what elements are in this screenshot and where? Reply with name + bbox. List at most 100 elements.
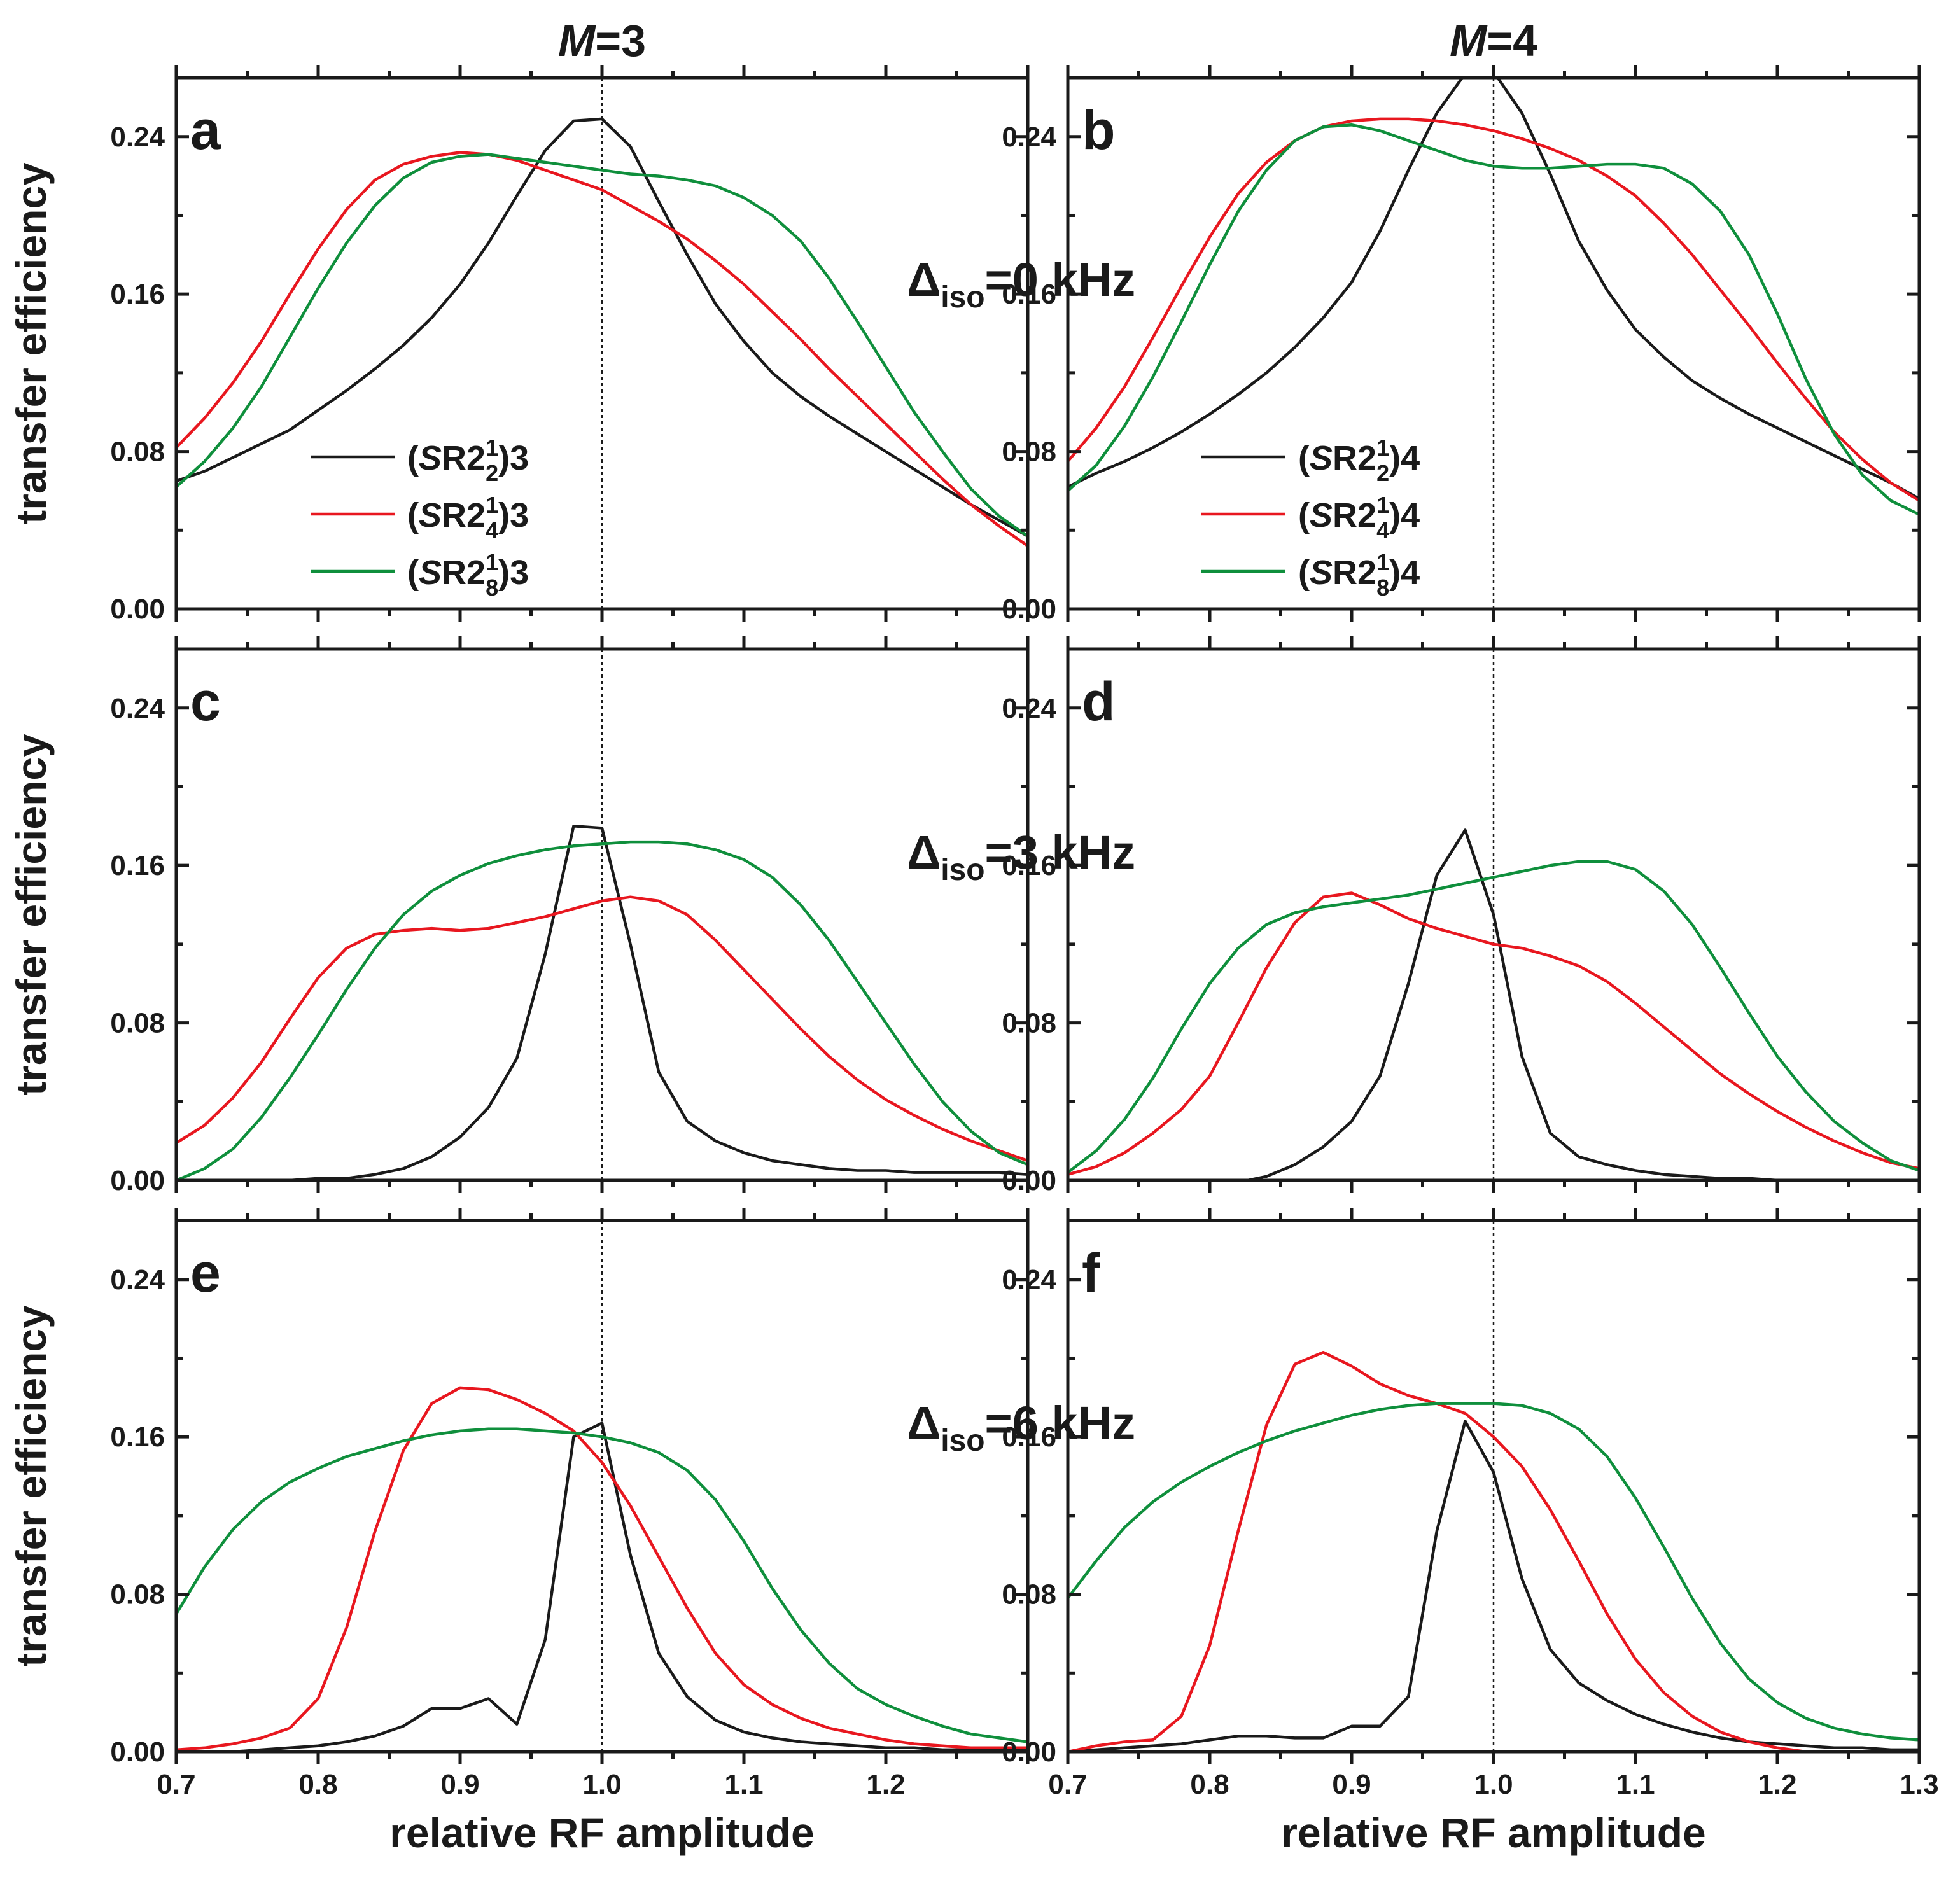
x-tick-label: 0.9 [1332, 1769, 1371, 1800]
legend-a: (SR21 2)3(SR21 4)3(SR21 8)3 [311, 435, 529, 601]
legend-label: (SR21 8)4 [1298, 549, 1420, 601]
y-tick-label: 0.08 [1002, 1008, 1056, 1039]
legend-suffix: )3 [498, 554, 529, 592]
series-line-black [176, 117, 1028, 538]
series-line-green [176, 840, 1028, 1180]
legend-r2: R2 [1333, 496, 1376, 534]
series-line-black [176, 825, 1028, 1180]
legend-italic-s: S [1310, 554, 1333, 592]
x-tick-label: 1.1 [1616, 1769, 1655, 1800]
y-tick-label: 0.08 [110, 437, 165, 468]
legend-open-paren: ( [1298, 496, 1310, 534]
y-tick-label: 0.00 [1002, 1165, 1056, 1196]
legend-open-paren: ( [1298, 554, 1310, 592]
column-title: M=4 [1450, 16, 1537, 66]
y-tick-label: 0.00 [110, 1736, 165, 1768]
series-group [1068, 1350, 1919, 1752]
series-group [176, 1386, 1028, 1752]
legend-suffix: )3 [498, 496, 529, 534]
panel-letter: c [190, 671, 221, 732]
x-tick-label: 0.8 [298, 1769, 337, 1800]
delta-iso-label: Δiso=3 kHz [907, 826, 1135, 887]
series-line-red [176, 895, 1028, 1163]
legend-open-paren: ( [1298, 439, 1310, 477]
delta-iso-label: Δiso=0 kHz [907, 253, 1135, 314]
legend-superscript: 1 [1376, 435, 1389, 461]
legend-r2: R2 [442, 496, 486, 534]
y-tick-label: 0.00 [110, 1165, 165, 1196]
legend-r2: R2 [442, 554, 486, 592]
column-title-var: M [558, 16, 596, 66]
y-tick-label: 0.00 [1002, 594, 1056, 625]
series-line-green [176, 153, 1028, 538]
series-line-black [176, 1421, 1028, 1752]
y-tick-label: 0.00 [110, 594, 165, 625]
legend-r2: R2 [442, 439, 486, 477]
x-tick-label: 1.0 [1474, 1769, 1513, 1800]
series-line-black [1068, 78, 1919, 501]
legend-suffix: )4 [1389, 554, 1420, 592]
series-line-green [1068, 1402, 1919, 1742]
y-axis-label: transfer efficiency [8, 162, 55, 524]
series-line-red [176, 1386, 1028, 1752]
y-tick-label: 0.08 [1002, 1579, 1056, 1610]
panel-d: 0.00 0.08 0.16 0.24 d [1002, 636, 1921, 1196]
series-group [1068, 78, 1919, 516]
legend-label: (SR21 4)3 [407, 492, 529, 543]
panel-letter: e [190, 1243, 221, 1304]
y-tick-label: 0.16 [1002, 1421, 1056, 1453]
series-line-black [1240, 828, 1919, 1180]
x-axis-label: relative RF amplitude [389, 1809, 815, 1856]
y-tick-label: 0.16 [1002, 279, 1056, 310]
legend-italic-s: S [419, 496, 442, 534]
series-line-green [1068, 860, 1919, 1174]
column-title-var: M [1450, 16, 1488, 66]
legend-open-paren: ( [407, 439, 419, 477]
y-tick-label: 0.16 [110, 279, 165, 310]
y-tick-label: 0.16 [1002, 850, 1056, 881]
delta-subscript: iso [941, 281, 984, 314]
x-tick-label: 0.8 [1190, 1769, 1229, 1800]
legend-superscript: 1 [486, 492, 498, 518]
panel-letter: a [190, 100, 221, 161]
plot-frame [174, 647, 1030, 1182]
series-line-red [1068, 891, 1919, 1176]
delta-value: =3 kHz [985, 826, 1136, 879]
y-tick-label: 0.16 [110, 850, 165, 881]
y-tick-label: 0.24 [1002, 122, 1056, 153]
series-line-red [1068, 117, 1919, 503]
y-tick-label: 0.00 [1002, 1736, 1056, 1768]
series-line-red [176, 151, 1028, 548]
legend-label: (SR21 2)3 [407, 435, 529, 486]
x-tick-label: 1.2 [866, 1769, 905, 1800]
plot-frame [1066, 1219, 1921, 1754]
legend-subscript: 4 [486, 517, 498, 543]
legend-superscript: 1 [486, 435, 498, 461]
y-axis-label: transfer efficiency [8, 734, 55, 1096]
panel-letter: b [1082, 100, 1116, 161]
delta-iso-label: Δiso=6 kHz [907, 1397, 1135, 1458]
delta-symbol: Δ [907, 1397, 941, 1449]
y-tick-label: 0.24 [110, 1264, 165, 1296]
series-line-green [1068, 123, 1919, 516]
y-tick-label: 0.16 [110, 1421, 165, 1453]
legend-open-paren: ( [407, 554, 419, 592]
legend-r2: R2 [1333, 554, 1376, 592]
series-group [176, 117, 1028, 548]
legend-italic-s: S [1310, 496, 1333, 534]
series-group [1068, 828, 1919, 1180]
legend-subscript: 4 [1376, 517, 1389, 543]
x-tick-label: 1.3 [1900, 1769, 1938, 1800]
legend-italic-s: S [1310, 439, 1333, 477]
panel-e: 0.00 0.08 0.16 0.24 transfer efficiency 0.7 0.… [8, 1208, 1030, 1856]
delta-subscript: iso [941, 853, 984, 887]
series-line-black [1068, 1420, 1919, 1752]
legend-italic-s: S [419, 439, 442, 477]
delta-value: =6 kHz [985, 1397, 1136, 1449]
legend-label: (SR21 2)4 [1298, 435, 1420, 486]
y-tick-label: 0.24 [110, 693, 165, 724]
panel-a: 0.00 0.08 0.16 0.24 transfer efficiency a [8, 65, 1030, 625]
column-title-value: =4 [1487, 16, 1537, 66]
y-axis-label: transfer efficiency [8, 1305, 55, 1667]
